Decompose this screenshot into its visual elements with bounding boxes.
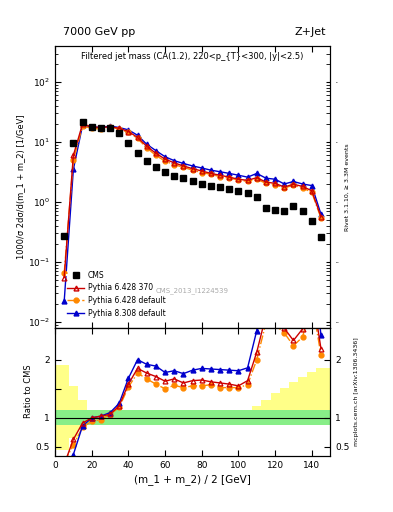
Legend: CMS, Pythia 6.428 370, Pythia 6.428 default, Pythia 8.308 default: CMS, Pythia 6.428 370, Pythia 6.428 defa… — [64, 267, 169, 321]
Y-axis label: Ratio to CMS: Ratio to CMS — [24, 365, 33, 418]
Text: Z+Jet: Z+Jet — [295, 27, 326, 37]
X-axis label: (m_1 + m_2) / 2 [GeV]: (m_1 + m_2) / 2 [GeV] — [134, 474, 251, 485]
Text: CMS_2013_I1224539: CMS_2013_I1224539 — [156, 288, 229, 294]
Y-axis label: mcplots.cern.ch [arXiv:1306.3436]: mcplots.cern.ch [arXiv:1306.3436] — [354, 337, 358, 446]
Y-axis label: 1000/σ 2dσ/d(m_1 + m_2) [1/GeV]: 1000/σ 2dσ/d(m_1 + m_2) [1/GeV] — [16, 115, 25, 259]
Y-axis label: Rivet 3.1.10, ≥ 3.3M events: Rivet 3.1.10, ≥ 3.3M events — [344, 143, 349, 231]
Text: 7000 GeV pp: 7000 GeV pp — [63, 27, 135, 37]
Text: Filtered jet mass (CA(1.2), 220<p_{T}<300, |y|<2.5): Filtered jet mass (CA(1.2), 220<p_{T}<30… — [81, 52, 304, 61]
